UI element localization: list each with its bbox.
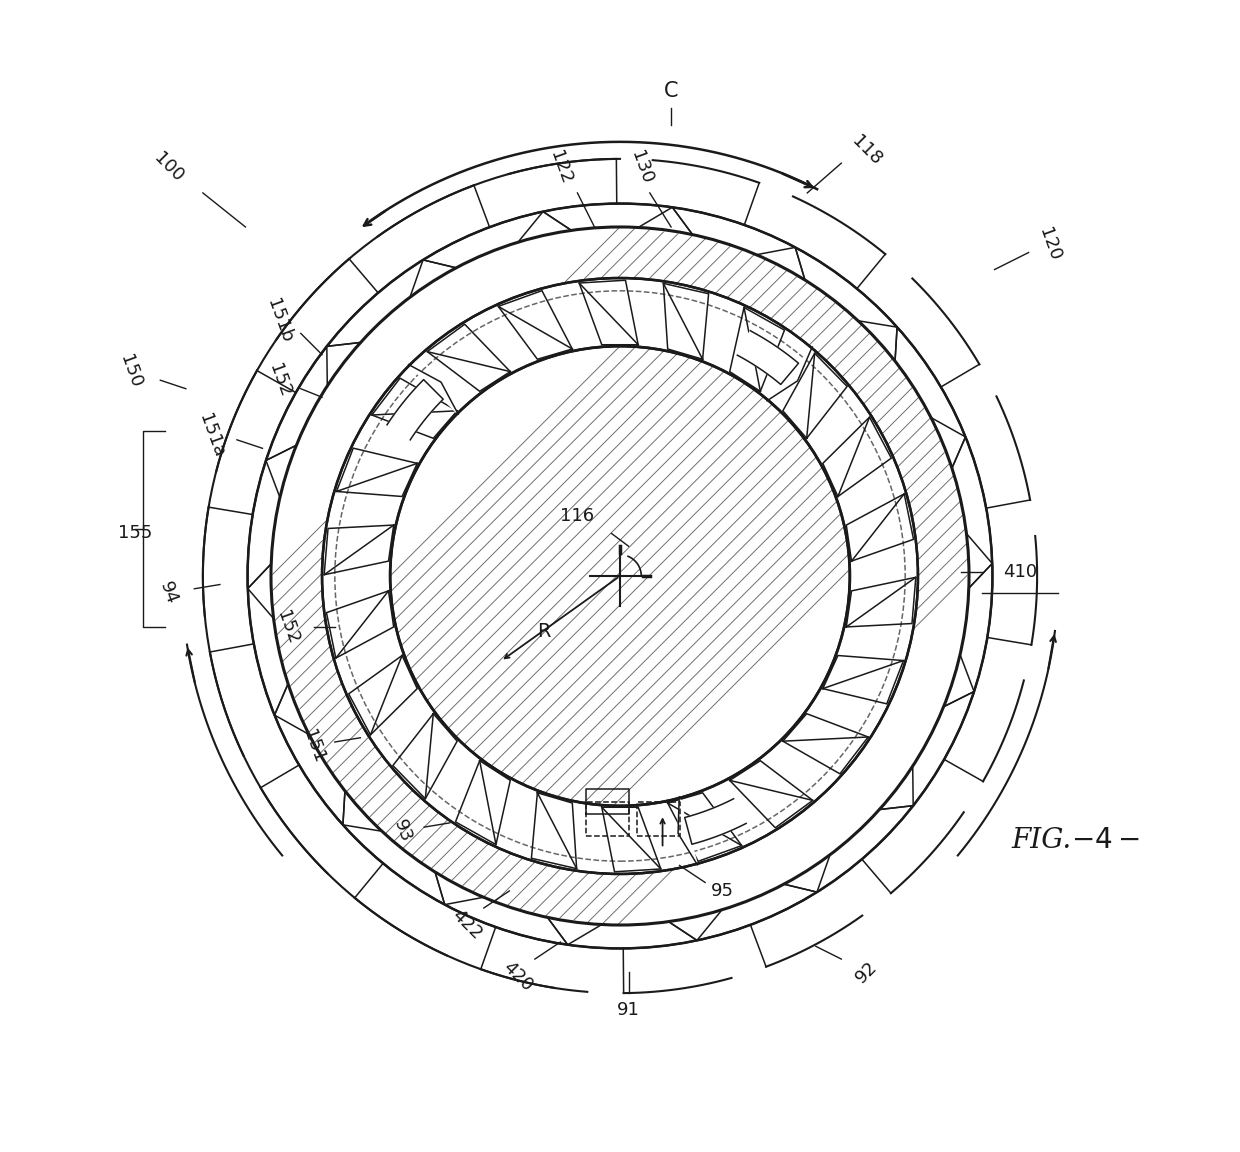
Polygon shape xyxy=(428,324,511,392)
Text: 151: 151 xyxy=(299,727,327,765)
Text: 94: 94 xyxy=(156,579,181,607)
Text: 410: 410 xyxy=(1003,562,1037,581)
Polygon shape xyxy=(823,417,892,497)
Text: 152: 152 xyxy=(265,361,294,400)
Polygon shape xyxy=(668,910,722,940)
Polygon shape xyxy=(768,347,812,401)
Text: 116: 116 xyxy=(560,507,594,525)
Text: 420: 420 xyxy=(500,957,537,994)
Polygon shape xyxy=(858,320,897,361)
Text: 152: 152 xyxy=(274,608,303,646)
Polygon shape xyxy=(435,872,484,904)
Polygon shape xyxy=(879,766,913,810)
Polygon shape xyxy=(684,798,746,844)
Polygon shape xyxy=(326,591,393,658)
Polygon shape xyxy=(336,448,417,497)
Polygon shape xyxy=(410,260,456,297)
Text: 151a: 151a xyxy=(195,411,228,460)
Polygon shape xyxy=(784,855,830,892)
Polygon shape xyxy=(756,248,805,280)
Text: 120: 120 xyxy=(1035,225,1064,263)
Polygon shape xyxy=(324,525,393,575)
Polygon shape xyxy=(327,342,361,386)
Polygon shape xyxy=(343,791,382,832)
Polygon shape xyxy=(372,378,458,438)
Polygon shape xyxy=(518,212,572,242)
Text: C: C xyxy=(663,81,678,100)
Polygon shape xyxy=(667,793,742,862)
Text: 95: 95 xyxy=(711,882,734,900)
Polygon shape xyxy=(532,793,577,869)
Polygon shape xyxy=(847,577,916,627)
Text: 130: 130 xyxy=(627,149,656,187)
Text: 155: 155 xyxy=(118,524,153,543)
Polygon shape xyxy=(782,354,847,438)
Polygon shape xyxy=(274,684,309,735)
Text: 92: 92 xyxy=(852,957,882,986)
Text: R: R xyxy=(537,622,551,641)
Text: FIG.: FIG. xyxy=(1012,827,1071,855)
Text: 100: 100 xyxy=(150,149,187,185)
Polygon shape xyxy=(639,207,693,235)
Polygon shape xyxy=(847,494,914,561)
Polygon shape xyxy=(729,308,785,392)
Polygon shape xyxy=(387,380,443,440)
Polygon shape xyxy=(393,714,458,798)
Polygon shape xyxy=(823,655,904,704)
Polygon shape xyxy=(547,917,601,945)
Text: $-4-$: $-4-$ xyxy=(1071,827,1140,855)
Polygon shape xyxy=(248,563,274,619)
Polygon shape xyxy=(944,654,975,706)
Polygon shape xyxy=(498,290,573,359)
Text: 91: 91 xyxy=(618,1001,640,1020)
Text: 93: 93 xyxy=(391,818,415,846)
Polygon shape xyxy=(408,364,459,415)
Polygon shape xyxy=(729,760,812,828)
Polygon shape xyxy=(579,280,639,344)
Polygon shape xyxy=(931,417,966,468)
Polygon shape xyxy=(663,283,708,359)
Polygon shape xyxy=(782,714,868,774)
Text: 151b: 151b xyxy=(263,296,296,346)
Polygon shape xyxy=(738,331,799,385)
Polygon shape xyxy=(601,808,661,872)
Text: 422: 422 xyxy=(448,907,485,943)
Text: 150: 150 xyxy=(117,353,145,391)
Polygon shape xyxy=(348,655,417,735)
Polygon shape xyxy=(966,533,992,589)
Polygon shape xyxy=(265,446,296,498)
Polygon shape xyxy=(678,797,697,865)
Text: 122: 122 xyxy=(546,149,575,187)
Text: 118: 118 xyxy=(848,132,885,169)
Polygon shape xyxy=(455,760,511,844)
